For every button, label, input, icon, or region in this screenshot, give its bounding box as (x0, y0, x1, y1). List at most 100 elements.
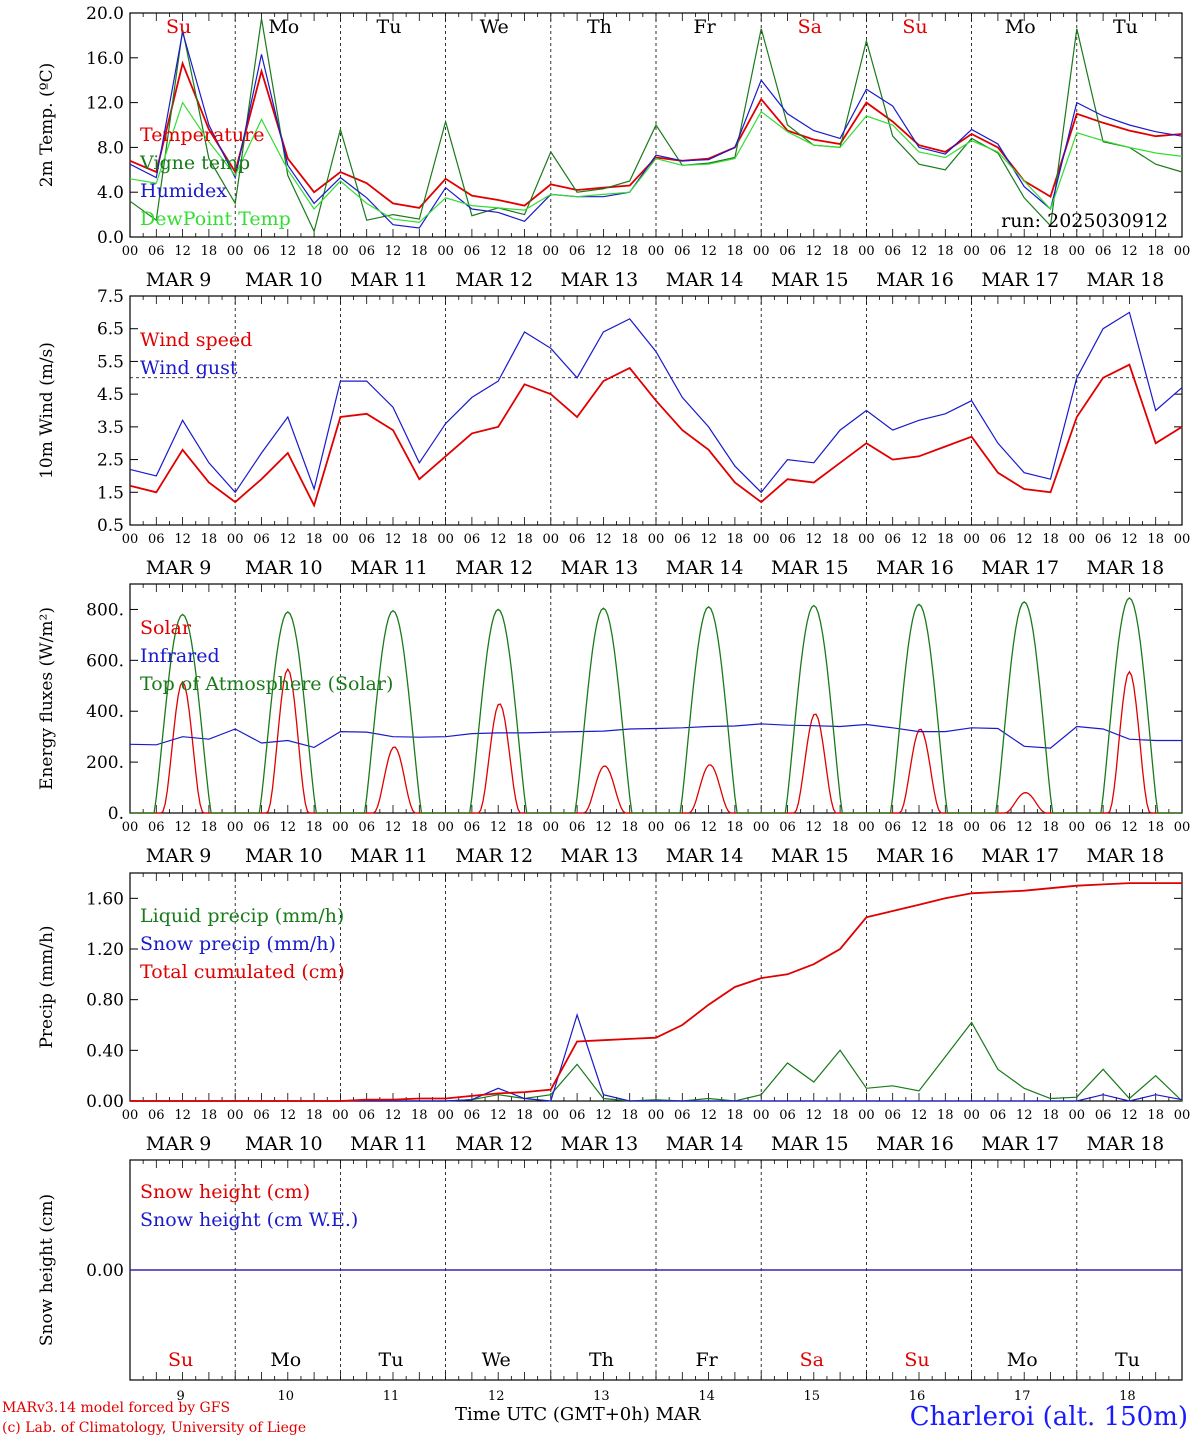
y-tick-label: 600. (86, 651, 124, 671)
legend-entry: Total cumulated (cm) (140, 961, 345, 983)
bottom-day-number: 18 (1119, 1389, 1136, 1404)
x-hour-label: 18 (201, 820, 218, 835)
x-hour-label: 00 (963, 820, 980, 835)
x-hour-label: 18 (832, 1108, 849, 1123)
day-name: Th (587, 16, 612, 38)
x-hour-label: 00 (963, 1108, 980, 1123)
x-hour-label: 06 (253, 820, 270, 835)
x-hour-label: 12 (595, 532, 612, 547)
y-tick-label: 1.60 (86, 889, 124, 909)
x-hour-label: 12 (806, 1108, 823, 1123)
date-label: MAR 14 (666, 1133, 744, 1155)
x-hour-label: 00 (648, 244, 665, 259)
x-hour-label: 12 (280, 1108, 297, 1123)
series-blue-line (129, 311, 1183, 494)
x-hour-label: 00 (753, 1108, 770, 1123)
legend-entry: Snow height (cm) (140, 1181, 310, 1203)
x-hour-label: 18 (621, 820, 638, 835)
x-hour-label: 00 (648, 1108, 665, 1123)
x-hour-label: 06 (358, 1108, 375, 1123)
x-hour-label: 06 (358, 532, 375, 547)
x-axis-title: Time UTC (GMT+0h) MAR (455, 1404, 701, 1425)
x-hour-label: 18 (411, 532, 428, 547)
x-hour-label: 12 (490, 244, 507, 259)
x-hour-label: 00 (858, 1108, 875, 1123)
y-tick-label: 0.00 (86, 1261, 124, 1281)
x-hour-label: 06 (779, 820, 796, 835)
x-hour-label: 12 (490, 532, 507, 547)
x-hour-label: 06 (884, 820, 901, 835)
date-label: MAR 17 (981, 269, 1059, 291)
x-hour-label: 18 (1147, 244, 1164, 259)
x-hour-label: 00 (122, 820, 139, 835)
x-hour-label: 12 (911, 1108, 928, 1123)
x-hour-label: 12 (595, 1108, 612, 1123)
x-hour-label: 12 (1121, 244, 1138, 259)
series-red-line (129, 363, 1183, 508)
series-blue-line (129, 31, 1183, 229)
x-hour-label: 06 (148, 244, 165, 259)
panel-1: 2m Temp. (ºC) 0.0 4.0 8.0 12.0 16.0 20.0 00 06 12… (37, 4, 1190, 291)
x-hour-label: 00 (227, 244, 244, 259)
x-hour-label: 00 (1069, 244, 1086, 259)
x-hour-label: 00 (332, 532, 349, 547)
x-hour-label: 00 (1174, 532, 1191, 547)
date-label: MAR 9 (146, 269, 212, 291)
date-label: MAR 13 (561, 845, 639, 867)
x-hour-label: 18 (621, 1108, 638, 1123)
x-hour-label: 00 (858, 820, 875, 835)
series-red-line (130, 882, 1182, 1102)
day-name: Su (166, 16, 191, 38)
x-hour-label: 06 (253, 532, 270, 547)
x-hour-label: 12 (1121, 532, 1138, 547)
x-hour-label: 06 (1095, 244, 1112, 259)
x-hour-label: 18 (727, 820, 744, 835)
legend-entry: DewPoint Temp (140, 208, 291, 230)
x-hour-label: 18 (201, 532, 218, 547)
y-axis-label: Precip (mm/h) (37, 925, 57, 1048)
y-tick-label: 2.5 (97, 451, 124, 471)
x-hour-label: 18 (621, 532, 638, 547)
date-label: MAR 11 (350, 269, 428, 291)
y-tick-label: 0.0 (97, 228, 124, 248)
x-hour-label: 00 (437, 244, 454, 259)
day-name: We (480, 16, 509, 38)
x-hour-label: 06 (253, 244, 270, 259)
date-label: MAR 12 (455, 557, 533, 579)
y-tick-label: 0.80 (86, 991, 124, 1011)
day-name: Mo (1005, 16, 1036, 38)
y-tick-label: 800. (86, 600, 124, 620)
date-label: MAR 9 (146, 1133, 212, 1155)
date-label: MAR 17 (981, 557, 1059, 579)
day-name: Mo (268, 16, 299, 38)
date-label: MAR 10 (245, 845, 323, 867)
x-hour-label: 06 (674, 1108, 691, 1123)
x-hour-label: 06 (148, 820, 165, 835)
date-label: MAR 11 (350, 1133, 428, 1155)
x-hour-label: 06 (253, 1108, 270, 1123)
x-hour-label: 12 (280, 532, 297, 547)
x-hour-label: 18 (727, 244, 744, 259)
x-hour-label: 18 (1042, 1108, 1059, 1123)
x-hour-label: 06 (990, 820, 1007, 835)
station-label: Charleroi (alt. 150m) (909, 1402, 1188, 1432)
legend-entry: Humidex (140, 180, 227, 202)
x-hour-label: 12 (911, 244, 928, 259)
x-hour-label: 06 (884, 244, 901, 259)
day-name: Tu (377, 16, 402, 38)
date-label: MAR 15 (771, 557, 849, 579)
panel-2: 10m Wind (m/s) 0.5 1.5 2.5 3.5 4.5 5.5 6.5 7.5 00… (37, 287, 1190, 579)
day-name: Su (902, 16, 927, 38)
bottom-day-name: Tu (1115, 1349, 1140, 1371)
x-hour-label: 00 (753, 820, 770, 835)
y-tick-label: 7.5 (97, 287, 124, 307)
x-hour-label: 00 (1069, 1108, 1086, 1123)
y-tick-label: 0.00 (86, 1092, 124, 1112)
y-axis-label: 2m Temp. (ºC) (37, 63, 57, 188)
x-hour-label: 18 (306, 532, 323, 547)
legend-entry: Wind gust (140, 357, 238, 379)
x-hour-label: 12 (1016, 532, 1033, 547)
x-hour-label: 00 (1174, 244, 1191, 259)
bottom-day-name: Tu (379, 1349, 404, 1371)
footer-model-text: MARv3.14 model forced by GFS (2, 1400, 231, 1416)
